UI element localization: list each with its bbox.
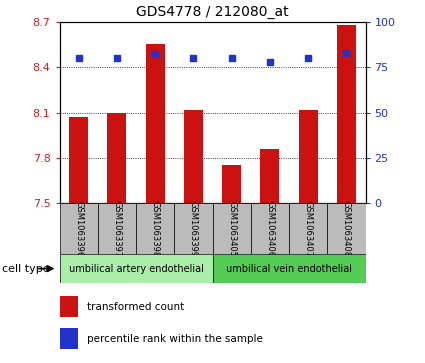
- Text: cell type: cell type: [2, 264, 50, 274]
- Bar: [327, 203, 366, 254]
- Point: [190, 55, 197, 61]
- Bar: [260, 149, 280, 203]
- Bar: [145, 44, 164, 203]
- Text: umbilical vein endothelial: umbilical vein endothelial: [226, 264, 352, 274]
- Text: GSM1063399: GSM1063399: [189, 201, 198, 257]
- Text: GSM1063396: GSM1063396: [74, 201, 83, 257]
- Bar: [60, 203, 98, 254]
- Bar: [212, 254, 366, 283]
- Text: GSM1063397: GSM1063397: [112, 201, 122, 257]
- Bar: [212, 203, 251, 254]
- Title: GDS4778 / 212080_at: GDS4778 / 212080_at: [136, 5, 289, 19]
- Bar: [222, 166, 241, 203]
- Bar: [289, 203, 327, 254]
- Bar: [136, 203, 174, 254]
- Point: [305, 55, 312, 61]
- Bar: [174, 203, 212, 254]
- Text: percentile rank within the sample: percentile rank within the sample: [87, 334, 263, 344]
- Bar: [69, 117, 88, 203]
- Text: GSM1063406: GSM1063406: [265, 201, 275, 257]
- Bar: [60, 328, 78, 349]
- Bar: [98, 203, 136, 254]
- Bar: [184, 110, 203, 203]
- Bar: [251, 203, 289, 254]
- Point: [343, 50, 350, 56]
- Text: GSM1063398: GSM1063398: [150, 201, 160, 257]
- Bar: [60, 254, 212, 283]
- Point: [152, 52, 159, 57]
- Bar: [60, 296, 78, 317]
- Text: GSM1063408: GSM1063408: [342, 201, 351, 257]
- Text: transformed count: transformed count: [87, 302, 184, 311]
- Point: [113, 55, 120, 61]
- Bar: [298, 110, 317, 203]
- Point: [75, 55, 82, 61]
- Text: GSM1063407: GSM1063407: [303, 201, 313, 257]
- Point: [266, 59, 273, 65]
- Text: umbilical artery endothelial: umbilical artery endothelial: [68, 264, 204, 274]
- Text: GSM1063405: GSM1063405: [227, 201, 236, 257]
- Bar: [337, 25, 356, 203]
- Point: [228, 55, 235, 61]
- Bar: [107, 113, 127, 203]
